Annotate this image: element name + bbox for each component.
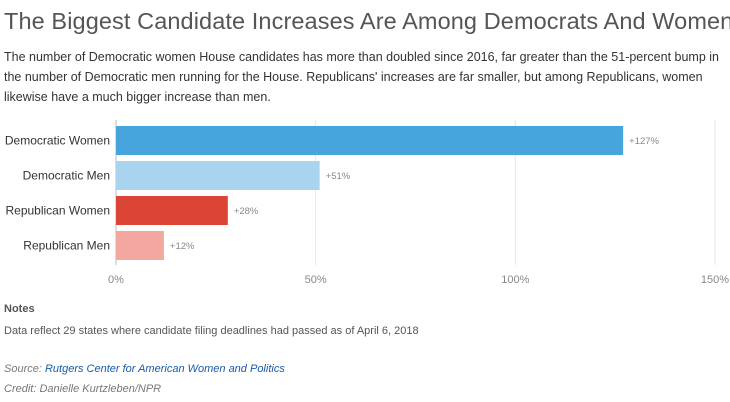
bar-chart: Democratic Women +127% Democratic Men +51% R… bbox=[5, 120, 729, 286]
data-label: +28% bbox=[234, 206, 259, 217]
source-prefix: Source: bbox=[4, 363, 45, 375]
category-label: Democratic Women bbox=[5, 134, 110, 148]
chart-title: The Biggest Candidate Increases Are Amon… bbox=[4, 8, 730, 34]
x-tick-label: 150% bbox=[701, 274, 729, 286]
bar-democratic-women bbox=[116, 126, 624, 155]
notes-text: Data reflect 29 states where candidate f… bbox=[4, 325, 419, 337]
category-label: Republican Women bbox=[5, 204, 110, 218]
data-label: +12% bbox=[170, 241, 195, 252]
category-label: Republican Men bbox=[23, 239, 110, 253]
source-line: Source: Rutgers Center for American Wome… bbox=[4, 363, 285, 375]
source-link[interactable]: Rutgers Center for American Women and Po… bbox=[44, 363, 285, 375]
x-tick-label: 100% bbox=[501, 274, 529, 286]
credit-line: Credit: Danielle Kurtzleben/NPR bbox=[4, 383, 162, 395]
bar-republican-women bbox=[116, 196, 228, 225]
notes-heading: Notes bbox=[4, 303, 35, 315]
x-tick-label: 0% bbox=[108, 274, 124, 286]
category-label: Democratic Men bbox=[23, 169, 110, 183]
chart-subtitle: The number of Democratic women House can… bbox=[4, 50, 719, 104]
x-tick-label: 50% bbox=[305, 274, 327, 286]
data-label: +51% bbox=[326, 171, 351, 182]
bar-democratic-men bbox=[116, 161, 320, 190]
bar-republican-men bbox=[116, 231, 164, 260]
data-label: +127% bbox=[629, 136, 659, 147]
